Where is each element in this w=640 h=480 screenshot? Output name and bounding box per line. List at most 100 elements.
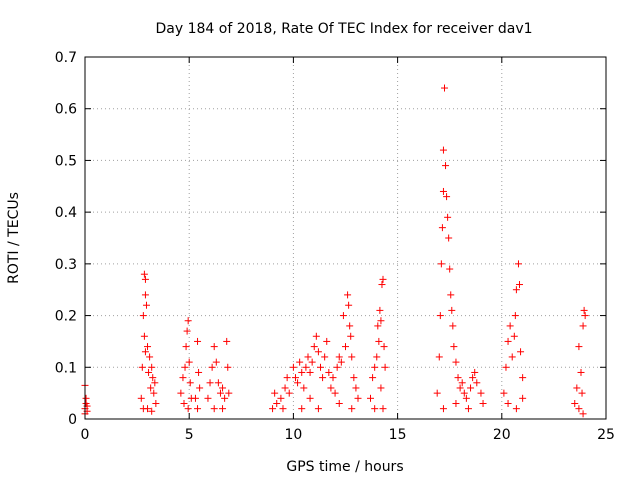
data-point — [438, 224, 446, 232]
x-tick-label: 25 — [597, 427, 615, 443]
data-point — [446, 265, 454, 273]
data-point — [519, 374, 527, 382]
data-point — [148, 407, 156, 415]
data-point — [335, 399, 343, 407]
data-point — [581, 312, 589, 320]
x-tick-label: 5 — [185, 427, 194, 443]
data-point — [369, 374, 377, 382]
data-point — [511, 312, 519, 320]
y-axis-label: ROTI / TECUs — [6, 192, 22, 284]
axis-ticks: 0 5 10 15 20 25 0 0.1 0.2 0.3 0.4 0.5 0.6 0.7 — [55, 50, 615, 443]
data-point — [144, 405, 152, 413]
data-point — [194, 405, 202, 413]
data-point — [319, 374, 327, 382]
data-point — [148, 363, 156, 371]
data-point — [350, 374, 358, 382]
data-point — [471, 368, 479, 376]
y-tick-label: 0 — [68, 412, 77, 428]
data-point — [454, 374, 462, 382]
data-point — [206, 379, 214, 387]
data-point — [439, 187, 447, 195]
data-point — [221, 394, 229, 402]
data-point — [304, 353, 312, 361]
data-point — [279, 405, 287, 413]
data-point — [447, 291, 455, 299]
data-point — [306, 368, 314, 376]
data-point — [580, 306, 588, 314]
data-point — [316, 363, 324, 371]
data-point — [512, 405, 520, 413]
data-point — [577, 368, 585, 376]
x-tick-label: 20 — [493, 427, 511, 443]
y-tick-label: 0.2 — [55, 309, 77, 325]
data-point — [196, 384, 204, 392]
data-point — [82, 394, 90, 402]
data-point — [329, 374, 337, 382]
data-point — [458, 379, 466, 387]
data-point — [448, 306, 456, 314]
data-point — [445, 234, 453, 242]
data-point — [141, 348, 149, 356]
data-point — [210, 405, 218, 413]
data-point — [377, 384, 385, 392]
data-point — [300, 384, 308, 392]
data-point — [269, 405, 277, 413]
data-point — [373, 353, 381, 361]
data-point — [183, 327, 191, 335]
data-point — [519, 394, 527, 402]
data-point — [516, 281, 524, 289]
y-tick-label: 0.7 — [55, 50, 77, 66]
data-point — [449, 322, 457, 330]
data-point — [219, 405, 227, 413]
data-point — [325, 368, 333, 376]
data-point — [374, 322, 382, 330]
data-point — [302, 363, 310, 371]
plot-frame — [84, 56, 607, 420]
data-point — [277, 394, 285, 402]
data-point — [298, 405, 306, 413]
data-point — [333, 363, 341, 371]
data-point — [437, 260, 445, 268]
data-point — [508, 353, 516, 361]
data-point — [224, 363, 232, 371]
data-point — [467, 384, 475, 392]
data-point — [314, 405, 322, 413]
data-point — [141, 275, 149, 283]
data-point — [182, 343, 190, 351]
data-point — [380, 343, 388, 351]
data-point — [575, 405, 583, 413]
data-point — [371, 363, 379, 371]
data-point — [149, 374, 157, 382]
data-point — [152, 399, 160, 407]
data-point — [184, 405, 192, 413]
data-point — [377, 317, 385, 325]
data-point — [504, 337, 512, 345]
data-point — [379, 405, 387, 413]
data-point — [177, 389, 185, 397]
data-point — [442, 162, 450, 170]
data-point — [354, 394, 362, 402]
data-point — [477, 389, 485, 397]
data-point — [151, 379, 159, 387]
x-tick-label: 0 — [81, 427, 90, 443]
y-tick-label: 0.6 — [55, 102, 77, 118]
data-point — [139, 312, 147, 320]
data-point — [579, 410, 587, 418]
data-point — [314, 348, 322, 356]
data-point — [435, 353, 443, 361]
data-point — [150, 389, 158, 397]
data-point — [344, 291, 352, 299]
data-point — [137, 394, 145, 402]
data-point — [479, 399, 487, 407]
data-point — [379, 275, 387, 283]
data-point — [348, 353, 356, 361]
data-point — [146, 353, 154, 361]
data-point — [294, 379, 302, 387]
data-point — [289, 363, 297, 371]
data-point — [337, 358, 345, 366]
data-point — [517, 348, 525, 356]
data-point — [460, 389, 468, 397]
data-point — [223, 337, 231, 345]
data-point — [367, 394, 375, 402]
